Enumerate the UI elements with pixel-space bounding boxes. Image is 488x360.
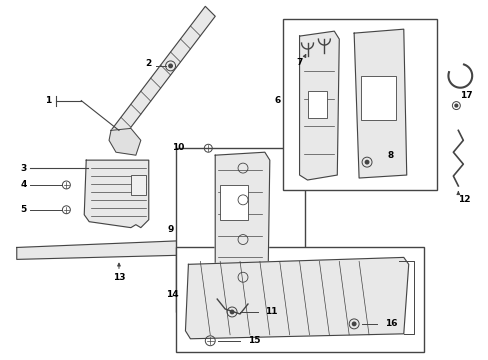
Text: 2: 2 <box>145 59 152 68</box>
Bar <box>220 185 247 220</box>
Text: 17: 17 <box>459 91 471 100</box>
Circle shape <box>230 310 233 314</box>
Circle shape <box>454 104 457 107</box>
Polygon shape <box>111 6 215 140</box>
Polygon shape <box>17 239 215 260</box>
Text: 16: 16 <box>384 319 397 328</box>
Bar <box>131 175 145 195</box>
Polygon shape <box>84 160 148 228</box>
Text: 12: 12 <box>457 195 469 204</box>
Circle shape <box>352 322 355 325</box>
Bar <box>282 19 436 190</box>
Text: 13: 13 <box>113 273 125 282</box>
Text: 6: 6 <box>274 96 280 105</box>
Polygon shape <box>299 31 339 180</box>
Polygon shape <box>353 29 406 178</box>
Bar <box>175 148 304 312</box>
Text: 9: 9 <box>167 225 173 234</box>
Polygon shape <box>215 152 269 307</box>
Polygon shape <box>109 129 141 155</box>
Text: 7: 7 <box>296 58 302 67</box>
Circle shape <box>365 161 368 164</box>
Text: 11: 11 <box>264 307 277 316</box>
Polygon shape <box>185 257 408 339</box>
Text: 10: 10 <box>172 143 184 152</box>
Bar <box>360 76 395 121</box>
Text: 3: 3 <box>20 163 27 172</box>
Text: 15: 15 <box>247 336 260 345</box>
Text: 1: 1 <box>45 96 52 105</box>
Text: 4: 4 <box>20 180 27 189</box>
Circle shape <box>168 64 172 68</box>
Bar <box>307 91 326 118</box>
Text: 8: 8 <box>387 151 393 160</box>
Bar <box>175 247 423 352</box>
Text: 14: 14 <box>165 289 178 298</box>
Text: 5: 5 <box>20 205 27 214</box>
